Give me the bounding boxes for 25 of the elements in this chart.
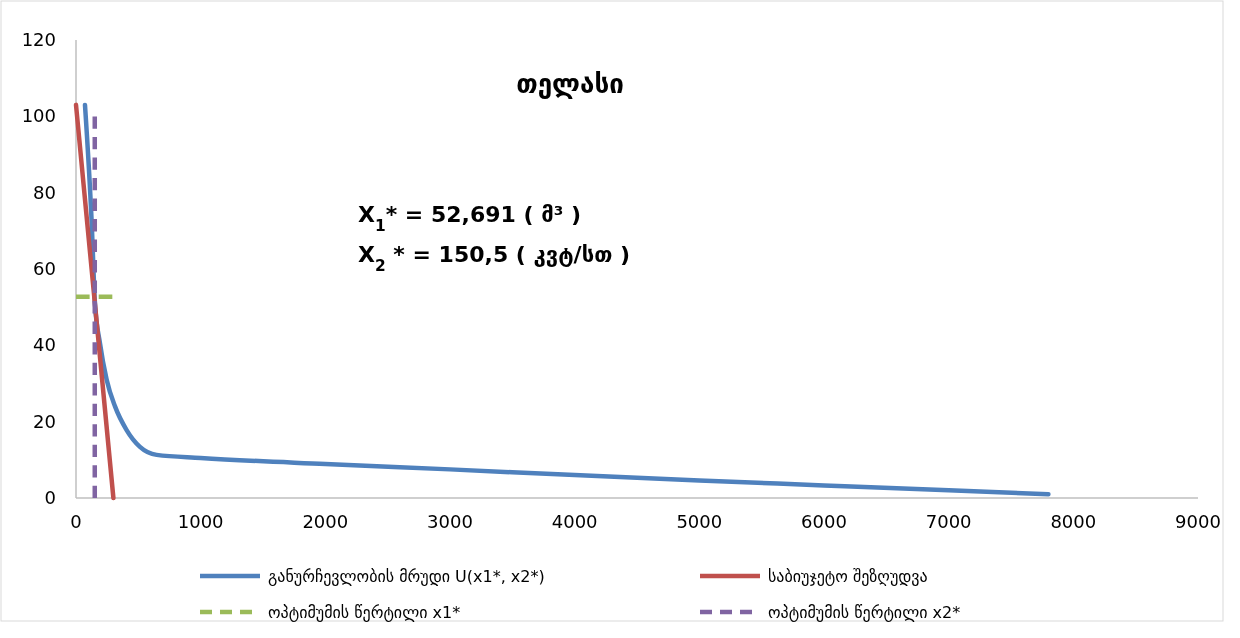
legend-label: განურჩევლობის მრუდი U(x1*, x2*) — [268, 567, 545, 586]
line-series — [82, 102, 1051, 497]
y-tick-label: 40 — [33, 334, 56, 356]
y-tick-label: 120 — [21, 29, 56, 50]
x-tick-label: 5000 — [676, 511, 723, 532]
x-tick-label: 6000 — [801, 511, 847, 532]
y-tick-label: 60 — [33, 258, 56, 279]
y-tick-label: 0 — [44, 487, 56, 508]
y-tick-label: 100 — [21, 105, 56, 127]
x-tick-label: 1000 — [177, 511, 224, 532]
text: თელასი — [516, 69, 624, 99]
y-tick-label: 80 — [33, 181, 56, 203]
x-tick-label: 8000 — [1050, 511, 1097, 532]
y-tick-label: 20 — [33, 410, 56, 432]
annotation: X$_{2}$ * = 150,5 ( კვტ/სთ ) — [358, 242, 631, 275]
x-tick-label: 7000 — [925, 511, 972, 532]
x-tick-label: 9000 — [1175, 511, 1221, 532]
legend-label: ოპტიმუმის წერტილი x2* — [768, 603, 961, 622]
x-tick-label: 4000 — [551, 511, 598, 532]
legend-label: საბიუჯეტო შეზღუდვა — [768, 567, 928, 586]
annotation: X$_{1}$* = 52,691 ( მ³ ) — [358, 202, 582, 235]
legend-label: ოპტიმუმის წერტილი x1* — [268, 603, 461, 622]
x-tick-label: 0 — [70, 511, 82, 532]
x-tick-label: 3000 — [427, 511, 473, 532]
x-tick-label: 2000 — [302, 511, 349, 532]
